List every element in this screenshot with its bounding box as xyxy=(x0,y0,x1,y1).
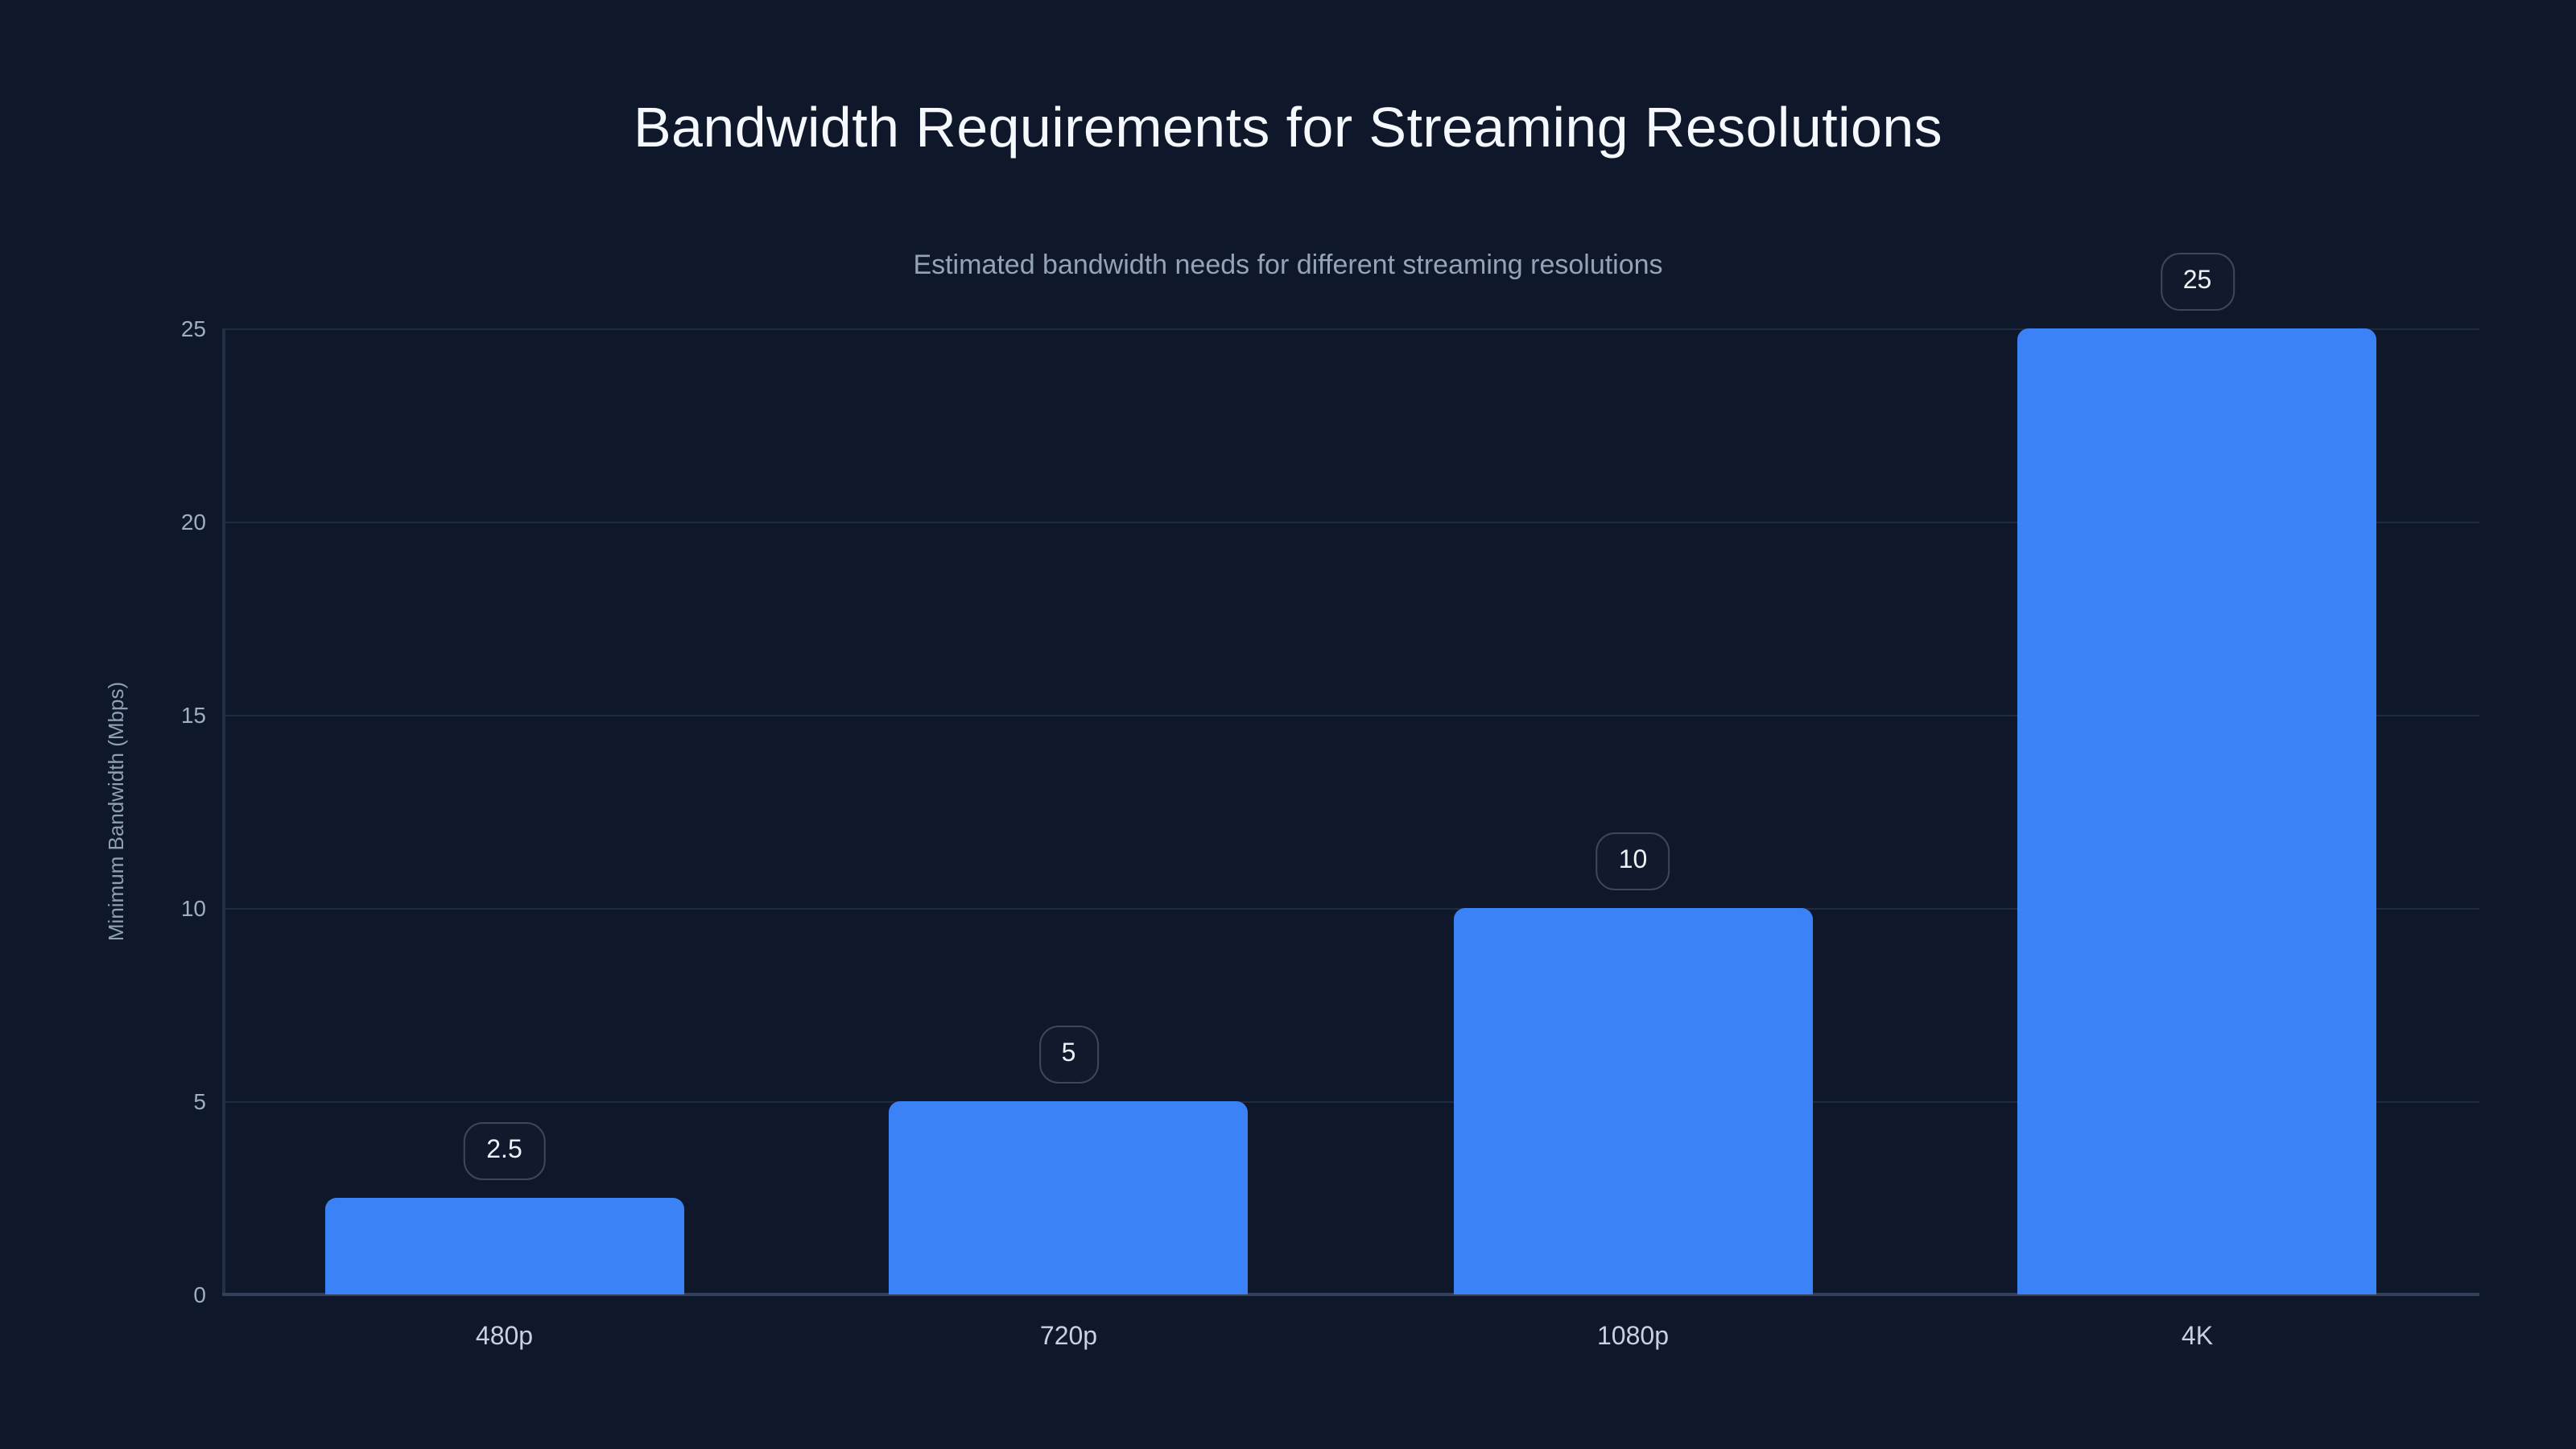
x-axis-label-4K: 4K xyxy=(2181,1323,2214,1351)
y-tick-label-0: 0 xyxy=(193,1282,206,1307)
gridline-y-25 xyxy=(222,328,2479,330)
gridline-y-15 xyxy=(222,715,2479,716)
chart-title: Bandwidth Requirements for Streaming Res… xyxy=(633,97,1943,159)
bar-4K[interactable] xyxy=(2017,328,2377,1294)
y-tick-label-5: 5 xyxy=(193,1088,206,1114)
value-badge-1080p: 10 xyxy=(1596,832,1670,890)
value-badge-4K: 25 xyxy=(2160,253,2235,311)
chart-subtitle: Estimated bandwidth needs for different … xyxy=(913,250,1663,280)
y-tick-label-15: 15 xyxy=(180,702,206,728)
y-tick-label-20: 20 xyxy=(180,509,206,535)
x-axis-label-480p: 480p xyxy=(475,1323,534,1351)
gridline-y-20 xyxy=(222,522,2479,523)
value-badge-720p: 5 xyxy=(1038,1026,1099,1084)
bar-480p[interactable] xyxy=(324,1198,684,1294)
x-axis-label-720p: 720p xyxy=(1039,1323,1098,1351)
gridline-y-5 xyxy=(222,1101,2479,1103)
y-tick-label-10: 10 xyxy=(180,895,206,921)
bar-1080p[interactable] xyxy=(1453,908,1813,1294)
x-axis-line xyxy=(222,1293,2479,1295)
plot-area: 0 5 10 15 20 25 2.5 480p 5 720p 10 1080p 25 4K xyxy=(181,253,2479,1351)
bar-720p[interactable] xyxy=(889,1101,1249,1294)
value-badge-480p: 2.5 xyxy=(464,1122,545,1180)
y-tick-label-25: 25 xyxy=(180,316,206,341)
y-axis-title: Minimum Bandwidth (Mbps) xyxy=(104,681,128,942)
y-axis-line xyxy=(222,328,225,1294)
x-axis-label-1080p: 1080p xyxy=(1597,1323,1669,1351)
gridline-y-10 xyxy=(222,908,2479,910)
